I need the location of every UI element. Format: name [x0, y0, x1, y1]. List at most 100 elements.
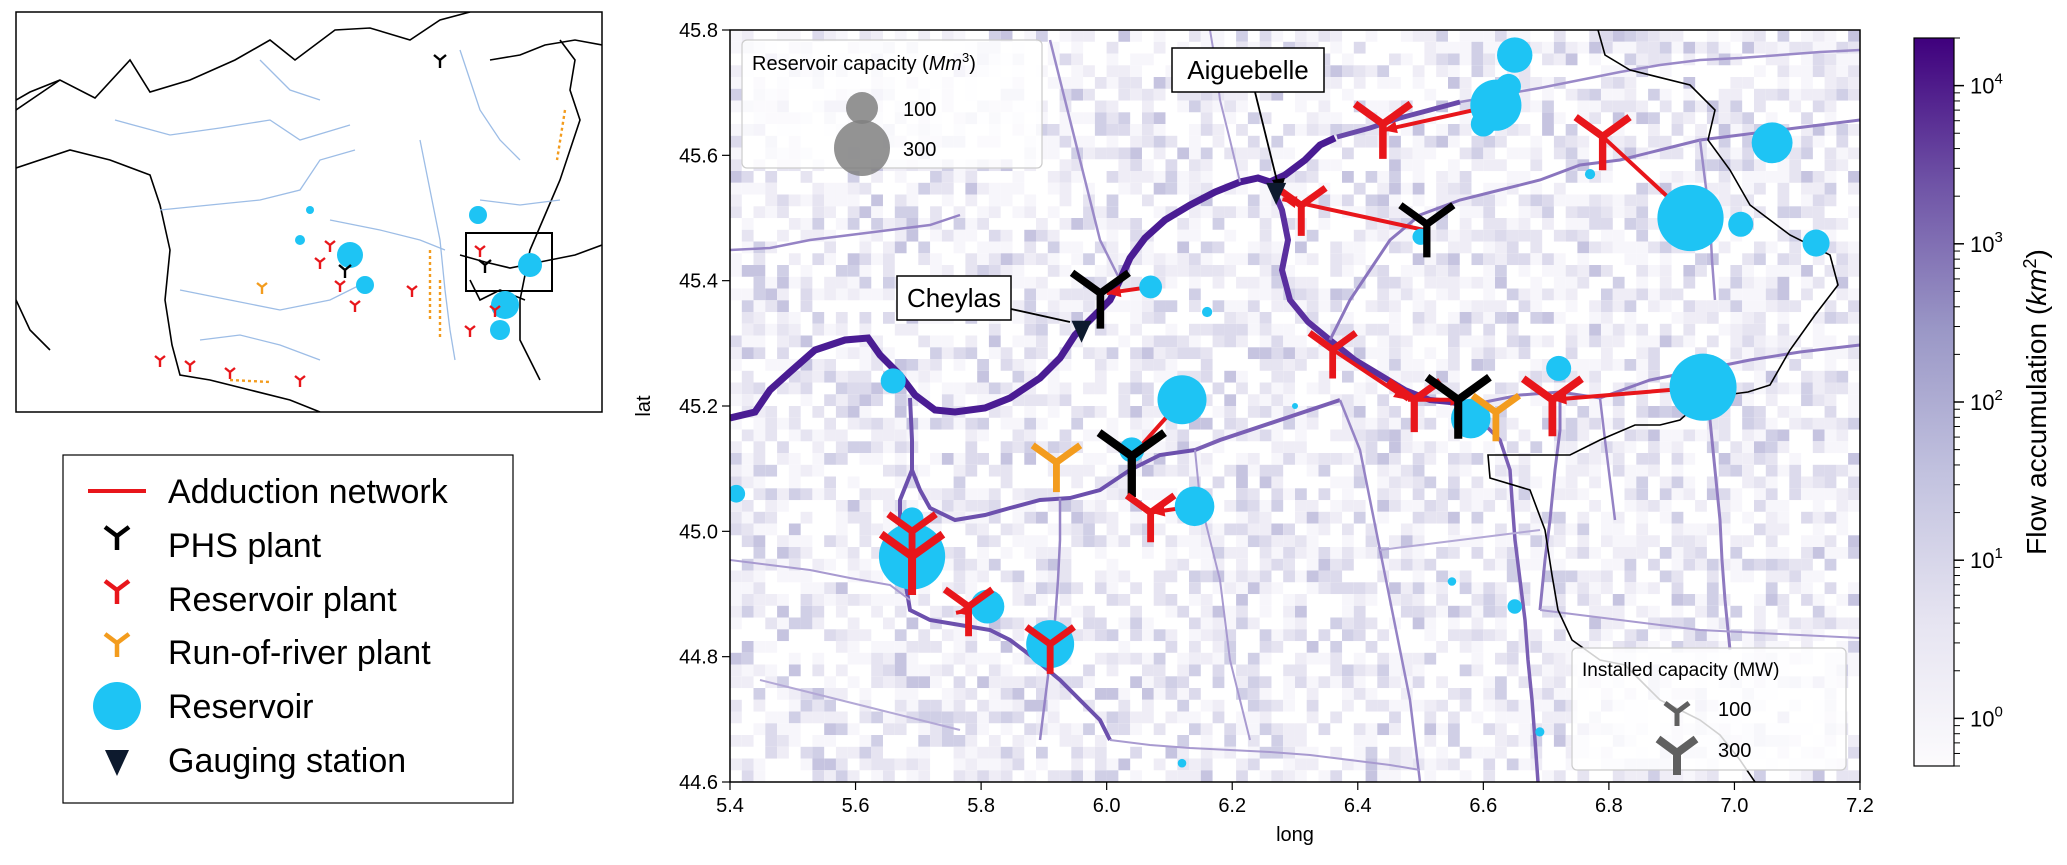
overview-rivers — [114, 49, 561, 361]
annotations: Aiguebelle Cheylas — [896, 47, 1325, 323]
y-tick-label: 45.0 — [679, 521, 718, 543]
annotation-box-cheylas — [896, 275, 1012, 321]
y-tick-label: 45.4 — [679, 271, 718, 293]
annotation-arrow-aiguebelle — [1254, 91, 1279, 186]
annotation-cheylas: Cheylas — [896, 275, 1071, 323]
x-tick-label: 6.4 — [1344, 795, 1372, 817]
reservoir-marker — [1157, 375, 1207, 425]
y-axis-label: lat — [633, 395, 655, 417]
reservoir-marker — [1470, 111, 1496, 137]
reservoir-marker — [1751, 122, 1793, 164]
reservoir-marker — [730, 484, 746, 503]
x-tick-label: 6.0 — [1093, 795, 1121, 817]
reservoir-legend-label-300: 300 — [903, 139, 936, 161]
reservoir-legend-marker-100 — [846, 92, 878, 124]
reservoir-marker — [1657, 184, 1724, 252]
y-tick-label: 45.8 — [679, 20, 718, 42]
reservoir-capacity-legend: Reservoir capacity (Mm3) 100 300 — [741, 39, 1043, 176]
colorbar-tick-label: 101 — [1970, 545, 2003, 573]
phs-plant-marker — [1398, 202, 1456, 258]
reservoir-plant-marker — [1573, 114, 1632, 171]
reservoir-marker — [1546, 355, 1572, 381]
reservoir-marker — [1447, 577, 1457, 586]
annotation-arrow-cheylas — [1010, 308, 1071, 323]
reservoir-legend-frame — [741, 39, 1043, 169]
reservoir-marker — [1174, 486, 1215, 527]
phs-plant-marker — [1069, 269, 1131, 329]
overview-markers — [154, 54, 567, 387]
x-tick-label: 6.6 — [1469, 795, 1497, 817]
reservoir-icon — [93, 682, 141, 730]
y-axis: 44.6 44.8 45.0 45.2 45.4 45.6 45.8 — [679, 20, 730, 794]
reservoir-marker — [1507, 599, 1522, 614]
reservoir-marker — [1728, 211, 1754, 237]
installed-capacity-legend: Installed capacity (MW) 100 300 — [1571, 647, 1847, 775]
reservoir-marker — [1292, 403, 1298, 409]
legend-ror-plant: Run-of-river plant — [103, 632, 431, 672]
legend-adduction: Adduction network — [88, 473, 449, 511]
annotation-aiguebelle: Aiguebelle — [1171, 47, 1325, 195]
colorbar-tick-label: 104 — [1970, 71, 2003, 99]
annotation-label-aiguebelle: Aiguebelle — [1187, 55, 1308, 85]
plants — [878, 100, 1632, 674]
colorbar-label: Flow accumulation (km2) — [2020, 249, 2052, 555]
installed-legend-frame — [1571, 647, 1847, 771]
x-tick-label: 6.8 — [1595, 795, 1623, 817]
installed-legend-marker-100 — [1663, 701, 1691, 726]
phs-plant-marker — [1096, 429, 1167, 498]
main-map: 5.4 5.6 5.8 6.0 6.2 6.4 6.6 6.8 7.0 7.2 44.644.84… — [633, 20, 1874, 846]
gauging-station-marker — [1071, 320, 1092, 343]
legend-label-adduction: Adduction network — [168, 473, 449, 511]
colorbar-tick-label: 100 — [1970, 703, 2003, 731]
colorbar-gradient — [1913, 37, 1955, 767]
reservoir-marker — [1584, 169, 1596, 180]
reservoirs — [730, 37, 1830, 768]
phs-plant-marker — [1424, 373, 1492, 439]
reservoir-plant-marker — [1307, 330, 1358, 379]
legend-phs-plant: PHS plant — [103, 525, 322, 565]
reservoir-marker — [1802, 229, 1830, 257]
x-tick-label: 5.4 — [716, 795, 744, 817]
legend: Adduction network PHS plant Reservoir pl… — [62, 454, 514, 804]
colorbar-tick-label: 103 — [1970, 229, 2003, 257]
overview-inset-box — [465, 232, 553, 292]
reservoir-plant-marker — [942, 586, 995, 637]
ror-plant-marker — [1030, 442, 1083, 493]
ror-plant-icon — [103, 632, 131, 657]
adduction-line — [1331, 347, 1410, 402]
x-tick-label: 5.6 — [842, 795, 870, 817]
colorbar-ticks: 100 101 102 103 104 — [1954, 37, 2003, 767]
legend-label-gauging: Gauging station — [168, 742, 406, 780]
y-tick-label: 44.8 — [679, 647, 718, 669]
ror-plant-marker — [1470, 392, 1522, 442]
reservoir-marker — [880, 368, 906, 394]
installed-legend-label-100: 100 — [1718, 699, 1751, 721]
reservoir-plant-marker — [1124, 492, 1177, 543]
reservoir-marker — [1669, 353, 1737, 421]
reservoir-marker — [1177, 758, 1187, 768]
phs-plant-icon — [103, 525, 131, 550]
gauging-station-marker — [1266, 182, 1287, 205]
adduction-arrowhead — [1106, 285, 1122, 298]
reservoir-plant-marker — [878, 530, 946, 595]
reservoir-plant-marker — [1352, 100, 1413, 159]
legend-label-ror: Run-of-river plant — [168, 634, 431, 672]
x-tick-label: 6.2 — [1218, 795, 1246, 817]
y-tick-label: 44.6 — [679, 772, 718, 794]
y-tick-label: 45.2 — [679, 396, 718, 418]
overview-map — [15, 11, 603, 413]
colorbar-tick-label: 102 — [1970, 387, 2003, 415]
colorbar: 100 101 102 103 104 Flow accumulation (km2) — [1913, 37, 2052, 767]
gauging-stations — [1071, 182, 1287, 343]
legend-label-reservoir-plant: Reservoir plant — [168, 581, 397, 619]
reservoir-plant-marker — [1024, 624, 1076, 674]
gauging-station-icon — [105, 750, 129, 776]
reservoir-legend-label-100: 100 — [903, 99, 936, 121]
reservoir-marker — [1139, 275, 1163, 299]
x-axis: 5.4 5.6 5.8 6.0 6.2 6.4 6.6 6.8 7.0 7.2 — [716, 782, 1874, 817]
x-tick-label: 5.8 — [967, 795, 995, 817]
reservoir-legend-marker-300 — [834, 120, 890, 176]
reservoir-legend-title: Reservoir capacity (Mm3) — [752, 50, 976, 75]
installed-legend-marker-300 — [1655, 735, 1699, 775]
